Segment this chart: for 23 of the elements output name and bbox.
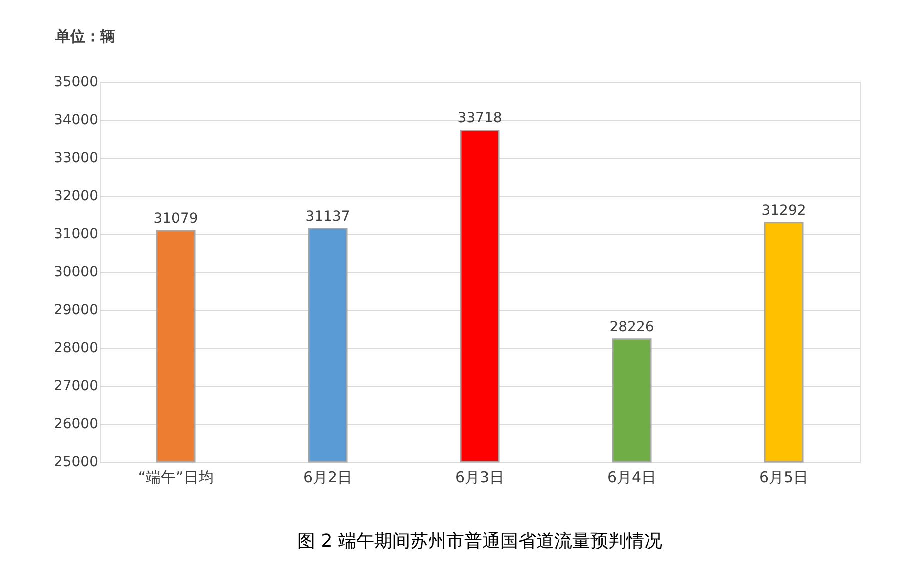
y-tick-label: 30000	[54, 264, 98, 280]
y-tick-label: 34000	[54, 112, 98, 128]
data-label: 31079	[154, 211, 198, 227]
y-tick-label: 27000	[54, 378, 98, 394]
x-tick-label: 6月3日	[455, 468, 505, 486]
y-tick-label: 26000	[54, 416, 98, 432]
x-tick-label: 6月5日	[759, 468, 809, 486]
y-tick-label: 33000	[54, 150, 98, 166]
y-tick-label: 25000	[54, 454, 98, 470]
y-tick-label: 28000	[54, 340, 98, 356]
y-tick-label: 32000	[54, 188, 98, 204]
x-tick-label: 6月2日	[303, 468, 353, 486]
data-label: 31292	[762, 202, 806, 219]
y-axis-title: 单位：辆	[54, 28, 116, 46]
data-label: 33718	[458, 110, 502, 127]
caption: 图 2 端午期间苏州市普通国省道流量预判情况	[298, 531, 662, 552]
x-tick-label: 6月4日	[607, 468, 657, 486]
y-tick-label: 35000	[54, 74, 98, 90]
data-label: 31137	[306, 208, 350, 225]
x-tick-label: “端午”日均	[138, 468, 214, 486]
y-tick-label: 31000	[54, 226, 98, 242]
y-tick-label: 29000	[54, 302, 98, 318]
data-label: 28226	[610, 319, 654, 336]
